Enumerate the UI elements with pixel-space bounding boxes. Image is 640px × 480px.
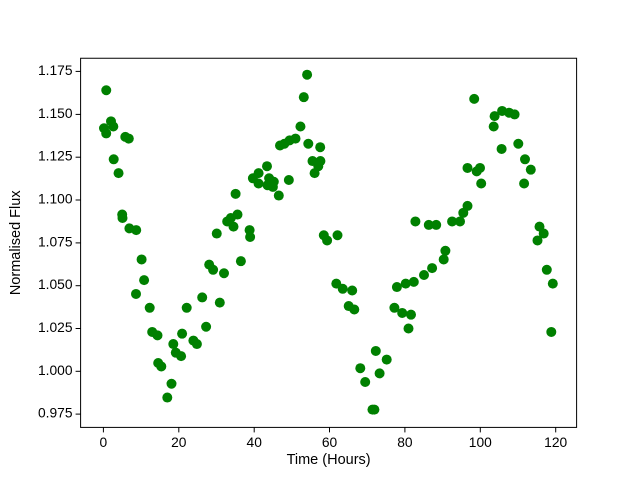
svg-text:1.100: 1.100 [38,192,73,207]
svg-text:1.150: 1.150 [38,106,73,121]
svg-text:1.000: 1.000 [38,363,73,378]
svg-text:1.025: 1.025 [38,320,73,335]
svg-text:100: 100 [469,435,492,450]
svg-text:40: 40 [247,435,263,450]
svg-text:120: 120 [544,435,567,450]
svg-text:0: 0 [100,435,108,450]
svg-text:60: 60 [322,435,338,450]
svg-text:0.975: 0.975 [38,406,73,421]
svg-text:1.175: 1.175 [38,63,73,78]
svg-text:Time (Hours): Time (Hours) [287,452,371,468]
svg-text:1.125: 1.125 [38,149,73,164]
svg-text:20: 20 [171,435,187,450]
svg-text:1.050: 1.050 [38,277,73,292]
svg-text:Normalised Flux: Normalised Flux [8,190,24,295]
svg-text:1.075: 1.075 [38,234,73,249]
svg-text:80: 80 [397,435,413,450]
